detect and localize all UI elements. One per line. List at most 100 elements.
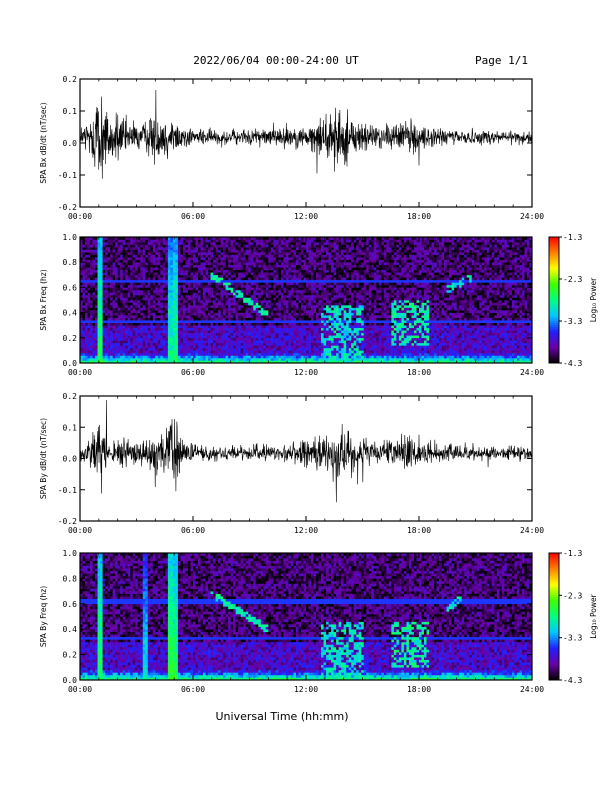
y-tick-label: 0.2 <box>63 392 78 401</box>
colorbar-step <box>549 270 559 274</box>
colorbar-step <box>549 675 559 679</box>
x-tick-label: 24:00 <box>520 212 544 221</box>
colorbar-step <box>549 304 559 307</box>
colorbar: -1.3 -2.3 -3.3 -4.3 Log₁₀ Power <box>548 233 598 368</box>
spectrogram-panel-4: 00:00 06:00 12:00 18:00 24:00 1.0 0.8 0.6 0.4 0.2… <box>39 549 598 694</box>
colorbar-step <box>549 572 559 575</box>
colorbar-step <box>549 310 559 313</box>
colorbar-tick-label: -4.3 <box>563 359 582 368</box>
colorbar-step <box>549 314 559 318</box>
colorbar-step <box>549 272 559 276</box>
colorbar-step <box>549 339 559 343</box>
colorbar-step <box>549 616 559 620</box>
waveform-panel-1: 00:00 06:00 12:00 18:00 24:00 0.2 0.1 0.0 -0.1 -0… <box>39 75 544 221</box>
colorbar-step <box>549 563 559 567</box>
colorbar-tick-label: -4.3 <box>563 676 582 685</box>
colorbar-step <box>549 264 559 267</box>
y-tick-label: 0.2 <box>63 651 78 660</box>
colorbar-step <box>549 237 559 240</box>
colorbar-label: Log₁₀ Power <box>589 593 598 638</box>
colorbar-step <box>549 591 559 594</box>
colorbar-step <box>549 660 559 664</box>
colorbar-step <box>549 671 559 675</box>
x-tick-label: 18:00 <box>407 212 431 221</box>
y-axis-label: SPA By Freq (hz) <box>39 586 48 647</box>
colorbar-step <box>549 354 559 358</box>
waveform-trace <box>80 90 532 179</box>
colorbar-step <box>549 308 559 311</box>
colorbar-step <box>549 287 559 290</box>
y-tick-label: -0.2 <box>58 203 77 212</box>
colorbar-step <box>549 358 559 362</box>
colorbar-step <box>549 333 559 337</box>
colorbar-step <box>549 582 559 586</box>
x-tick-label: 12:00 <box>294 368 318 377</box>
colorbar-step <box>549 559 559 562</box>
colorbar-step <box>549 344 559 347</box>
colorbar-step <box>549 603 559 607</box>
colorbar-tick-label: -3.3 <box>563 634 582 643</box>
colorbar-step <box>549 350 559 353</box>
y-tick-label: -0.2 <box>58 517 77 526</box>
colorbar-tick-label: -2.3 <box>563 591 582 600</box>
colorbar-step <box>549 631 559 634</box>
y-tick-label: -0.1 <box>58 486 77 495</box>
colorbar-step <box>549 665 559 668</box>
colorbar-step <box>549 297 559 301</box>
colorbar-step <box>549 243 559 246</box>
colorbar-step <box>549 318 559 322</box>
x-tick-label: 24:00 <box>520 368 544 377</box>
colorbar-step <box>549 557 559 560</box>
colorbar-step <box>549 300 559 303</box>
colorbar-step <box>549 673 559 677</box>
colorbar-step <box>549 360 559 364</box>
x-tick-label: 00:00 <box>68 212 92 221</box>
colorbar-frame <box>548 552 560 681</box>
colorbar-step <box>549 274 559 278</box>
x-tick-label: 06:00 <box>181 368 205 377</box>
colorbar-step <box>549 648 559 651</box>
y-tick-label: 0.4 <box>63 309 78 318</box>
colorbar-step <box>549 654 559 658</box>
colorbar-step <box>549 567 559 571</box>
colorbar-step <box>549 247 559 250</box>
colorbar-step <box>549 677 559 681</box>
y-tick-label: 0.6 <box>63 600 78 609</box>
colorbar-step <box>549 652 559 655</box>
y-tick-label: 1.0 <box>63 549 78 558</box>
colorbar-step <box>549 276 559 280</box>
colorbar-step <box>549 580 559 584</box>
colorbar-step <box>549 644 559 647</box>
colorbar-tick-label: -2.3 <box>563 275 582 284</box>
colorbar-step <box>549 245 559 248</box>
colorbar-step <box>549 283 559 286</box>
colorbar-step <box>549 624 559 628</box>
x-tick-label: 06:00 <box>181 685 205 694</box>
colorbar-step <box>549 316 559 320</box>
y-axis-label: SPA Bx Freq (hz) <box>39 269 48 330</box>
x-tick-label: 00:00 <box>68 368 92 377</box>
colorbar-step <box>549 633 559 636</box>
y-tick-label: 0.1 <box>63 423 78 432</box>
colorbar-step <box>549 348 559 351</box>
colorbar-step <box>549 650 559 653</box>
x-tick-label: 00:00 <box>68 685 92 694</box>
spectrogram-cells <box>80 553 533 681</box>
colorbar-step <box>549 331 559 334</box>
colorbar-step <box>549 323 559 326</box>
colorbar-step <box>549 612 559 615</box>
waveform-trace <box>80 399 532 503</box>
colorbar-step <box>549 291 559 295</box>
y-axis-label: SPA Bx dB/dt (nT/sec) <box>39 102 48 183</box>
colorbar-step <box>549 669 559 672</box>
x-tick-label: 18:00 <box>407 685 431 694</box>
colorbar-step <box>549 293 559 297</box>
colorbar-step <box>549 608 559 611</box>
colorbar-step <box>549 614 559 617</box>
colorbar-step <box>549 553 559 556</box>
y-tick-label: 0.0 <box>63 359 78 368</box>
colorbar-step <box>549 641 559 645</box>
colorbar-tick-label: -3.3 <box>563 317 582 326</box>
colorbar-step <box>549 302 559 305</box>
